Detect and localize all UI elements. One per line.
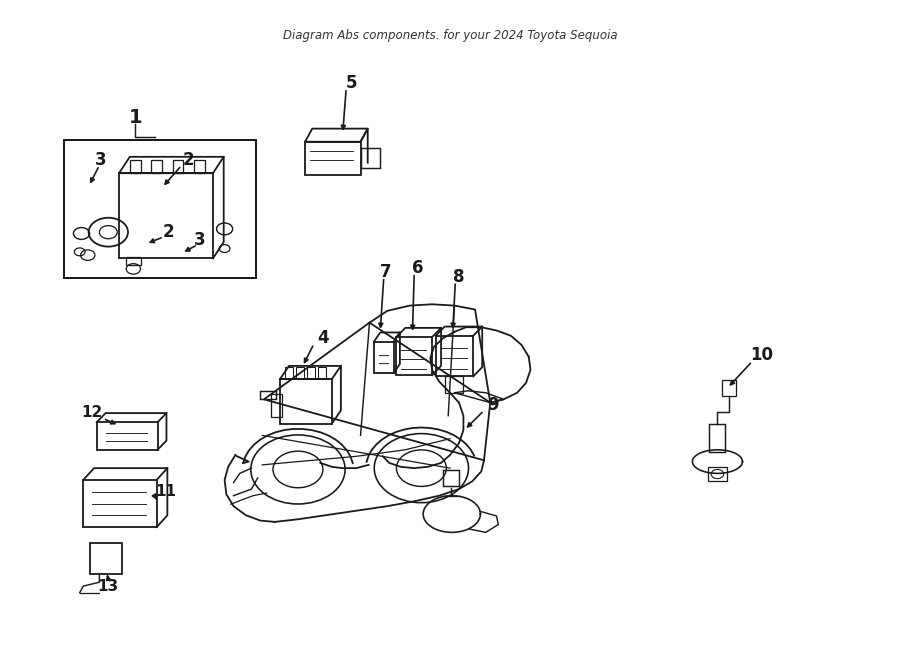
- Text: 5: 5: [346, 74, 357, 92]
- Text: Diagram Abs components. for your 2024 Toyota Sequoia: Diagram Abs components. for your 2024 To…: [283, 29, 617, 42]
- Bar: [307, 368, 315, 379]
- Bar: [84, 480, 157, 527]
- Bar: [96, 422, 158, 449]
- Bar: [436, 336, 473, 376]
- Text: 2: 2: [183, 151, 194, 169]
- Bar: [722, 379, 736, 396]
- Bar: [361, 148, 380, 168]
- Bar: [280, 379, 332, 424]
- Bar: [151, 160, 162, 173]
- Text: 12: 12: [82, 405, 103, 420]
- Bar: [64, 140, 256, 278]
- Bar: [271, 394, 282, 417]
- Text: 10: 10: [750, 346, 773, 364]
- Text: 3: 3: [194, 231, 205, 249]
- Bar: [285, 368, 293, 379]
- Text: 4: 4: [317, 329, 328, 348]
- Bar: [443, 470, 459, 486]
- Bar: [445, 376, 463, 393]
- Text: 1: 1: [129, 108, 142, 127]
- Text: 11: 11: [155, 484, 176, 498]
- Bar: [396, 337, 432, 375]
- Text: 7: 7: [380, 262, 392, 280]
- Bar: [260, 391, 276, 399]
- Text: 3: 3: [95, 151, 107, 169]
- Text: 13: 13: [98, 578, 119, 594]
- Bar: [374, 342, 393, 373]
- Bar: [119, 173, 213, 258]
- Text: 2: 2: [162, 223, 174, 241]
- Bar: [305, 141, 361, 175]
- Bar: [130, 160, 140, 173]
- Text: 8: 8: [454, 268, 464, 286]
- Bar: [90, 543, 122, 574]
- Text: 9: 9: [487, 396, 499, 414]
- Bar: [173, 160, 184, 173]
- Bar: [194, 160, 205, 173]
- Bar: [709, 424, 725, 451]
- Bar: [707, 467, 727, 481]
- Text: 6: 6: [412, 258, 424, 276]
- Bar: [126, 257, 140, 265]
- Bar: [296, 368, 304, 379]
- Bar: [318, 368, 326, 379]
